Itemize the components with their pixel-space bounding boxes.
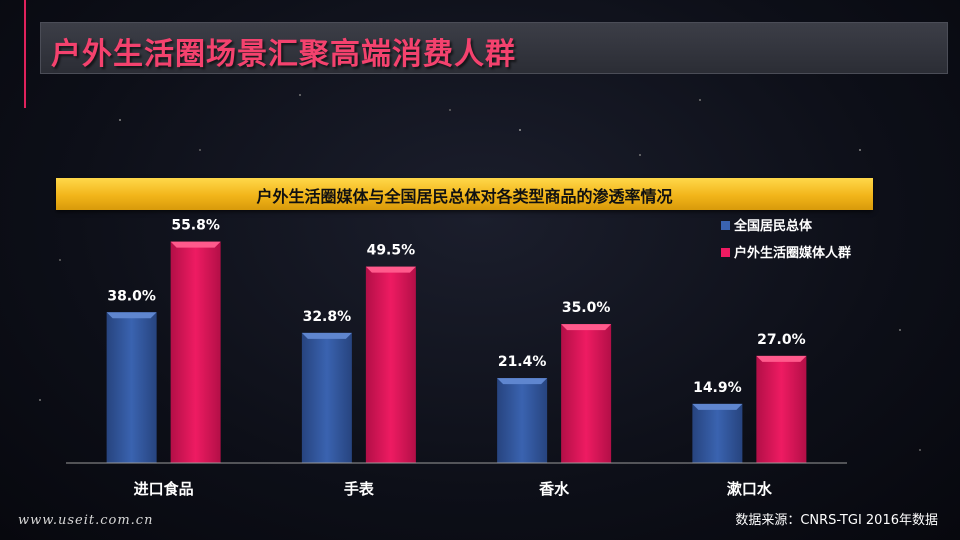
x-tick-label-2: 香水 <box>539 480 570 498</box>
data-label-1-3: 27.0% <box>757 332 806 348</box>
title-bar: 户外生活圈场景汇聚高端消费人群 <box>40 22 948 74</box>
data-label-0-3: 14.9% <box>693 380 742 396</box>
bar-bevel-0-1 <box>301 332 352 339</box>
legend-label-0: 全国居民总体 <box>733 218 813 234</box>
bar-bevel-1-3 <box>756 355 807 362</box>
bar-bevel-0-3 <box>692 403 743 410</box>
bar-national-1 <box>301 332 352 463</box>
data-label-0-0: 38.0% <box>107 288 156 304</box>
bar-national-3 <box>692 403 743 463</box>
legend-label-1: 户外生活圈媒体人群 <box>734 245 851 261</box>
chart-title: 户外生活圈媒体与全国居民总体对各类型商品的渗透率情况 <box>256 187 673 206</box>
data-label-1-0: 55.8% <box>171 218 220 234</box>
bar-national-0 <box>106 312 157 463</box>
bar-bevel-0-2 <box>497 378 548 385</box>
bar-bevel-0-0 <box>106 312 157 319</box>
data-label-1-2: 35.0% <box>562 300 611 316</box>
bar-outdoor-2 <box>561 324 612 463</box>
bar-national-2 <box>497 378 548 463</box>
bar-bevel-1-1 <box>365 266 416 273</box>
data-source: 数据来源：CNRS-TGI 2016年数据 <box>735 513 938 528</box>
bar-bevel-1-2 <box>561 324 612 331</box>
chart-banner: 户外生活圈媒体与全国居民总体对各类型商品的渗透率情况 <box>56 178 873 210</box>
data-label-0-2: 21.4% <box>498 354 547 370</box>
x-tick-label-3: 漱口水 <box>727 480 773 498</box>
bar-outdoor-3 <box>756 355 807 463</box>
page-title: 户外生活圈场景汇聚高端消费人群 <box>51 37 516 72</box>
legend-swatch-1 <box>721 248 730 257</box>
watermark: www.useit.com.cn <box>18 513 154 528</box>
legend-swatch-0 <box>721 221 730 230</box>
bar-bevel-1-0 <box>170 241 221 248</box>
bar-outdoor-1 <box>365 266 416 463</box>
data-label-1-1: 49.5% <box>367 243 416 259</box>
accent-line <box>24 0 26 108</box>
bar-outdoor-0 <box>170 241 221 463</box>
x-tick-label-0: 进口食品 <box>134 480 194 498</box>
data-label-0-1: 32.8% <box>303 309 352 325</box>
x-tick-label-1: 手表 <box>344 480 375 498</box>
